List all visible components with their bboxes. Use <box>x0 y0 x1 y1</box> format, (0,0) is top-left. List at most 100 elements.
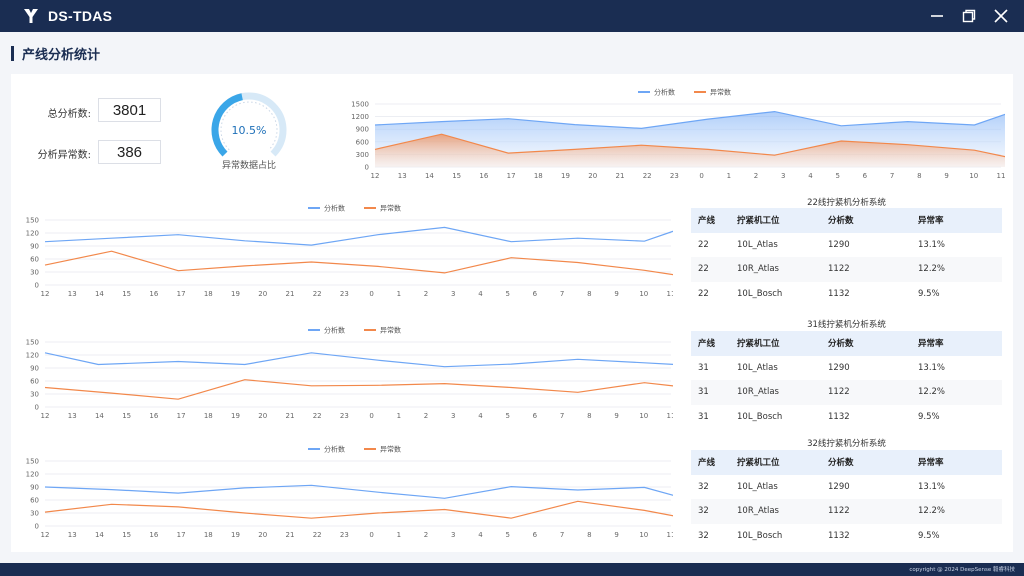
y-tick-label: 120 <box>26 352 39 360</box>
restore-icon <box>962 9 976 23</box>
y-tick-label: 120 <box>26 471 39 479</box>
header-station: 拧紧机工位 <box>737 458 780 469</box>
page-title: 产线分析统计 <box>22 47 101 63</box>
x-tick-label: 4 <box>478 290 483 298</box>
series-area <box>375 134 1005 167</box>
x-tick-label: 7 <box>560 412 564 420</box>
x-tick-label: 0 <box>369 290 373 298</box>
x-tick-label: 20 <box>258 531 267 539</box>
table-row[interactable]: 31 10R_Atlas 1122 12.2% <box>691 380 1002 405</box>
x-tick-label: 20 <box>588 172 597 180</box>
minimize-button[interactable] <box>928 7 946 25</box>
table-32: 产线 拧紧机工位 分析数 异常率 32 10L_Atlas 1290 13.1%… <box>691 450 1002 548</box>
x-tick-label: 13 <box>68 290 77 298</box>
x-tick-label: 21 <box>285 412 294 420</box>
table-row[interactable]: 22 10L_Atlas 1290 13.1% <box>691 233 1002 258</box>
header-analysis-count: 分析数 <box>828 339 854 350</box>
abnormal-analysis-label: 分析异常数: <box>37 150 91 161</box>
x-tick-label: 22 <box>313 531 322 539</box>
x-tick-label: 14 <box>95 290 104 298</box>
ds-logo-icon <box>24 9 38 23</box>
cell-station: 10R_Atlas <box>737 506 779 517</box>
y-tick-label: 30 <box>30 269 39 277</box>
y-tick-label: 900 <box>356 126 369 134</box>
x-tick-label: 17 <box>177 531 186 539</box>
x-tick-label: 11 <box>667 290 673 298</box>
table-header-row: 产线 拧紧机工位 分析数 异常率 <box>691 450 1002 475</box>
cell-abnormal-rate: 12.2% <box>918 387 946 398</box>
x-tick-label: 19 <box>231 531 240 539</box>
gauge-value-text: 10.5% <box>232 124 267 137</box>
title-bar: DS-TDAS <box>0 0 1024 32</box>
x-tick-label: 19 <box>561 172 570 180</box>
legend-label: 异常数 <box>380 445 401 454</box>
y-tick-label: 90 <box>30 365 39 373</box>
cell-line: 22 <box>698 288 709 299</box>
x-tick-label: 14 <box>425 172 434 180</box>
close-button[interactable] <box>992 7 1010 25</box>
table-row[interactable]: 31 10L_Atlas 1290 13.1% <box>691 356 1002 381</box>
y-tick-label: 1500 <box>351 101 369 109</box>
x-tick-label: 6 <box>533 531 538 539</box>
x-tick-label: 14 <box>95 531 104 539</box>
x-tick-label: 2 <box>424 290 428 298</box>
cell-station: 10L_Atlas <box>737 362 778 373</box>
cell-analysis-count: 1132 <box>828 411 850 422</box>
x-tick-label: 21 <box>285 531 294 539</box>
x-tick-label: 5 <box>505 290 509 298</box>
minimize-icon <box>931 15 943 17</box>
y-tick-label: 90 <box>30 484 39 492</box>
table-row[interactable]: 32 10L_Bosch 1132 9.5% <box>691 524 1002 549</box>
y-tick-label: 150 <box>26 339 39 347</box>
table-row[interactable]: 32 10R_Atlas 1122 12.2% <box>691 499 1002 524</box>
x-tick-label: 5 <box>505 531 509 539</box>
window-controls <box>914 0 1010 32</box>
x-tick-label: 8 <box>587 412 591 420</box>
x-tick-label: 22 <box>643 172 652 180</box>
app-title: DS-TDAS <box>48 8 113 24</box>
x-tick-label: 2 <box>754 172 758 180</box>
x-tick-label: 15 <box>122 531 131 539</box>
x-tick-label: 6 <box>533 412 538 420</box>
cell-abnormal-rate: 9.5% <box>918 411 940 422</box>
x-tick-label: 9 <box>614 290 618 298</box>
x-tick-label: 4 <box>808 172 813 180</box>
y-tick-label: 60 <box>30 497 39 505</box>
x-tick-label: 4 <box>478 531 483 539</box>
gauge-label: 异常数据占比 <box>221 161 276 171</box>
x-tick-label: 1 <box>397 531 401 539</box>
table-row[interactable]: 22 10R_Atlas 1122 12.2% <box>691 257 1002 282</box>
x-tick-label: 18 <box>204 412 213 420</box>
legend-label: 分析数 <box>324 204 345 213</box>
table-row[interactable]: 22 10L_Bosch 1132 9.5% <box>691 282 1002 307</box>
cell-station: 10L_Atlas <box>737 481 778 492</box>
restore-button[interactable] <box>960 7 978 25</box>
cell-station: 10L_Bosch <box>737 288 783 299</box>
x-tick-label: 12 <box>41 412 50 420</box>
x-tick-label: 15 <box>122 412 131 420</box>
x-tick-label: 13 <box>68 412 77 420</box>
cell-analysis-count: 1290 <box>828 362 850 373</box>
cell-analysis-count: 1122 <box>828 387 850 398</box>
cell-line: 31 <box>698 362 709 373</box>
header-analysis-count: 分析数 <box>828 458 854 469</box>
x-tick-label: 0 <box>699 172 703 180</box>
x-tick-label: 23 <box>670 172 679 180</box>
x-tick-label: 12 <box>41 290 50 298</box>
header-analysis-count: 分析数 <box>828 216 854 227</box>
total-analysis-value: 3801 <box>98 98 161 122</box>
x-tick-label: 15 <box>122 290 131 298</box>
close-icon <box>994 9 1008 23</box>
table-row[interactable]: 32 10L_Atlas 1290 13.1% <box>691 475 1002 500</box>
x-tick-label: 1 <box>397 290 401 298</box>
table-row[interactable]: 31 10L_Bosch 1132 9.5% <box>691 405 1002 430</box>
x-tick-label: 17 <box>177 412 186 420</box>
y-tick-label: 150 <box>26 458 39 466</box>
x-tick-label: 11 <box>667 531 673 539</box>
page-heading: 产线分析统计 <box>11 44 101 63</box>
header-station: 拧紧机工位 <box>737 216 780 227</box>
x-tick-label: 5 <box>505 412 509 420</box>
